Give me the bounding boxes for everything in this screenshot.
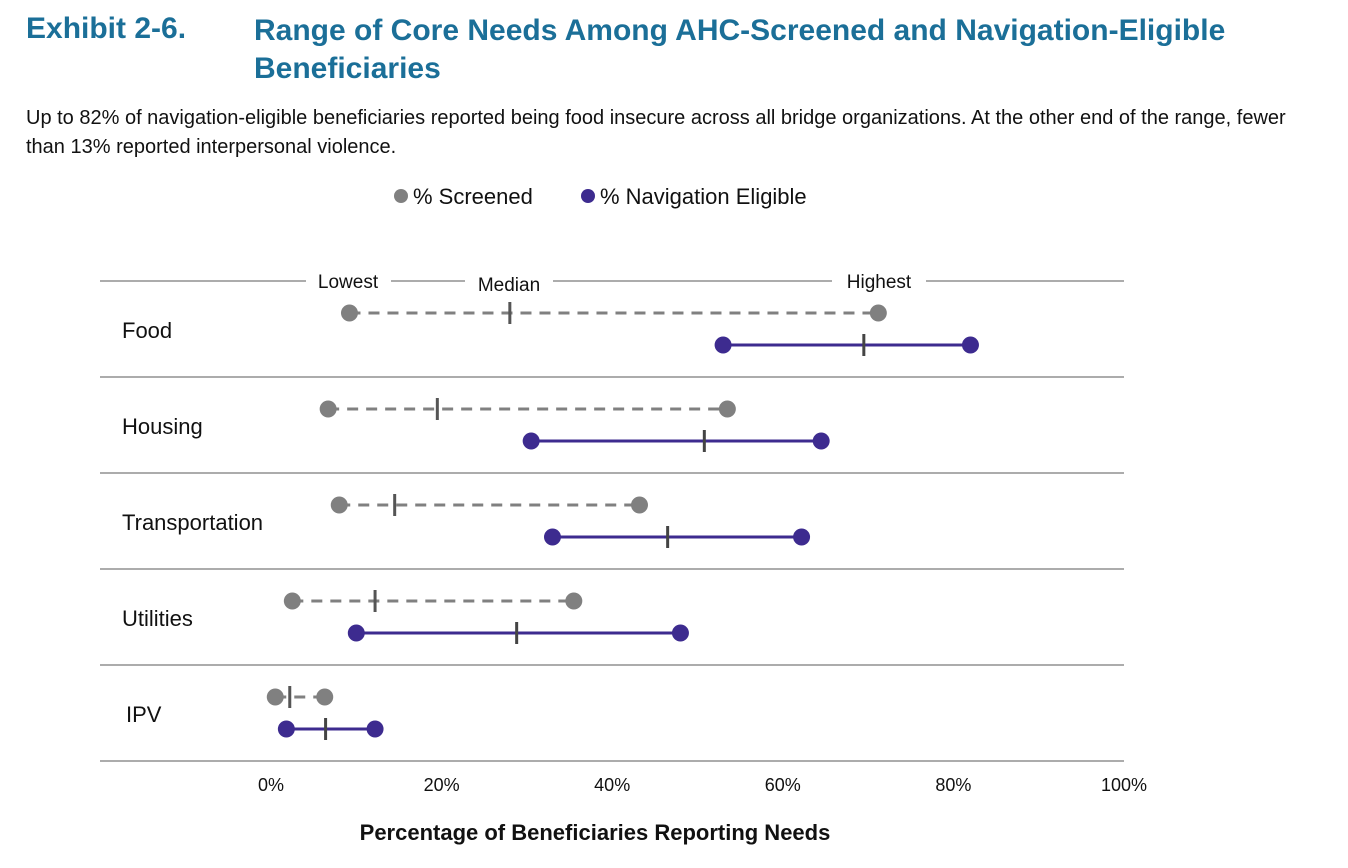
legend-marker-0 xyxy=(394,189,408,203)
category-label-2: Transportation xyxy=(122,510,263,535)
legend-label-0: % Screened xyxy=(413,184,533,209)
chart-subtitle: Up to 82% of navigation-eligible benefic… xyxy=(26,107,1286,158)
low-point-1-2 xyxy=(543,528,561,546)
low-point-1-4 xyxy=(277,720,295,738)
range-label-median: Median xyxy=(478,275,540,296)
high-point-0-0 xyxy=(869,304,887,322)
low-point-1-3 xyxy=(347,624,365,642)
low-point-0-1 xyxy=(319,400,337,418)
high-point-1-2 xyxy=(793,528,811,546)
category-label-3: Utilities xyxy=(122,606,193,631)
category-label-0: Food xyxy=(122,318,172,343)
x-tick-label-5: 100% xyxy=(1101,775,1147,795)
x-tick-label-0: 0% xyxy=(258,775,284,795)
high-point-0-1 xyxy=(718,400,736,418)
legend-label-1: % Navigation Eligible xyxy=(600,184,807,209)
high-point-0-3 xyxy=(565,592,583,610)
x-tick-label-3: 60% xyxy=(765,775,801,795)
chart-title: Range of Core Needs Among AHC-Screened a… xyxy=(254,14,1226,85)
high-point-0-4 xyxy=(316,688,334,706)
x-tick-label-4: 80% xyxy=(935,775,971,795)
high-point-1-0 xyxy=(961,336,979,354)
low-point-0-3 xyxy=(283,592,301,610)
x-tick-label-2: 40% xyxy=(594,775,630,795)
exhibit-label: Exhibit 2-6. xyxy=(26,12,187,45)
x-axis-title: Percentage of Beneficiaries Reporting Ne… xyxy=(359,820,831,845)
low-point-1-1 xyxy=(522,432,540,450)
low-point-0-0 xyxy=(340,304,358,322)
high-point-0-2 xyxy=(630,496,648,514)
category-label-1: Housing xyxy=(122,414,203,439)
low-point-0-2 xyxy=(330,496,348,514)
low-point-0-4 xyxy=(266,688,284,706)
range-label-lowest: Lowest xyxy=(318,272,379,293)
high-point-1-4 xyxy=(366,720,384,738)
high-point-1-1 xyxy=(812,432,830,450)
low-point-1-0 xyxy=(714,336,732,354)
x-tick-label-1: 20% xyxy=(424,775,460,795)
category-label-4: IPV xyxy=(126,702,162,727)
legend-marker-1 xyxy=(581,189,595,203)
range-label-highest: Highest xyxy=(847,272,912,293)
high-point-1-3 xyxy=(671,624,689,642)
